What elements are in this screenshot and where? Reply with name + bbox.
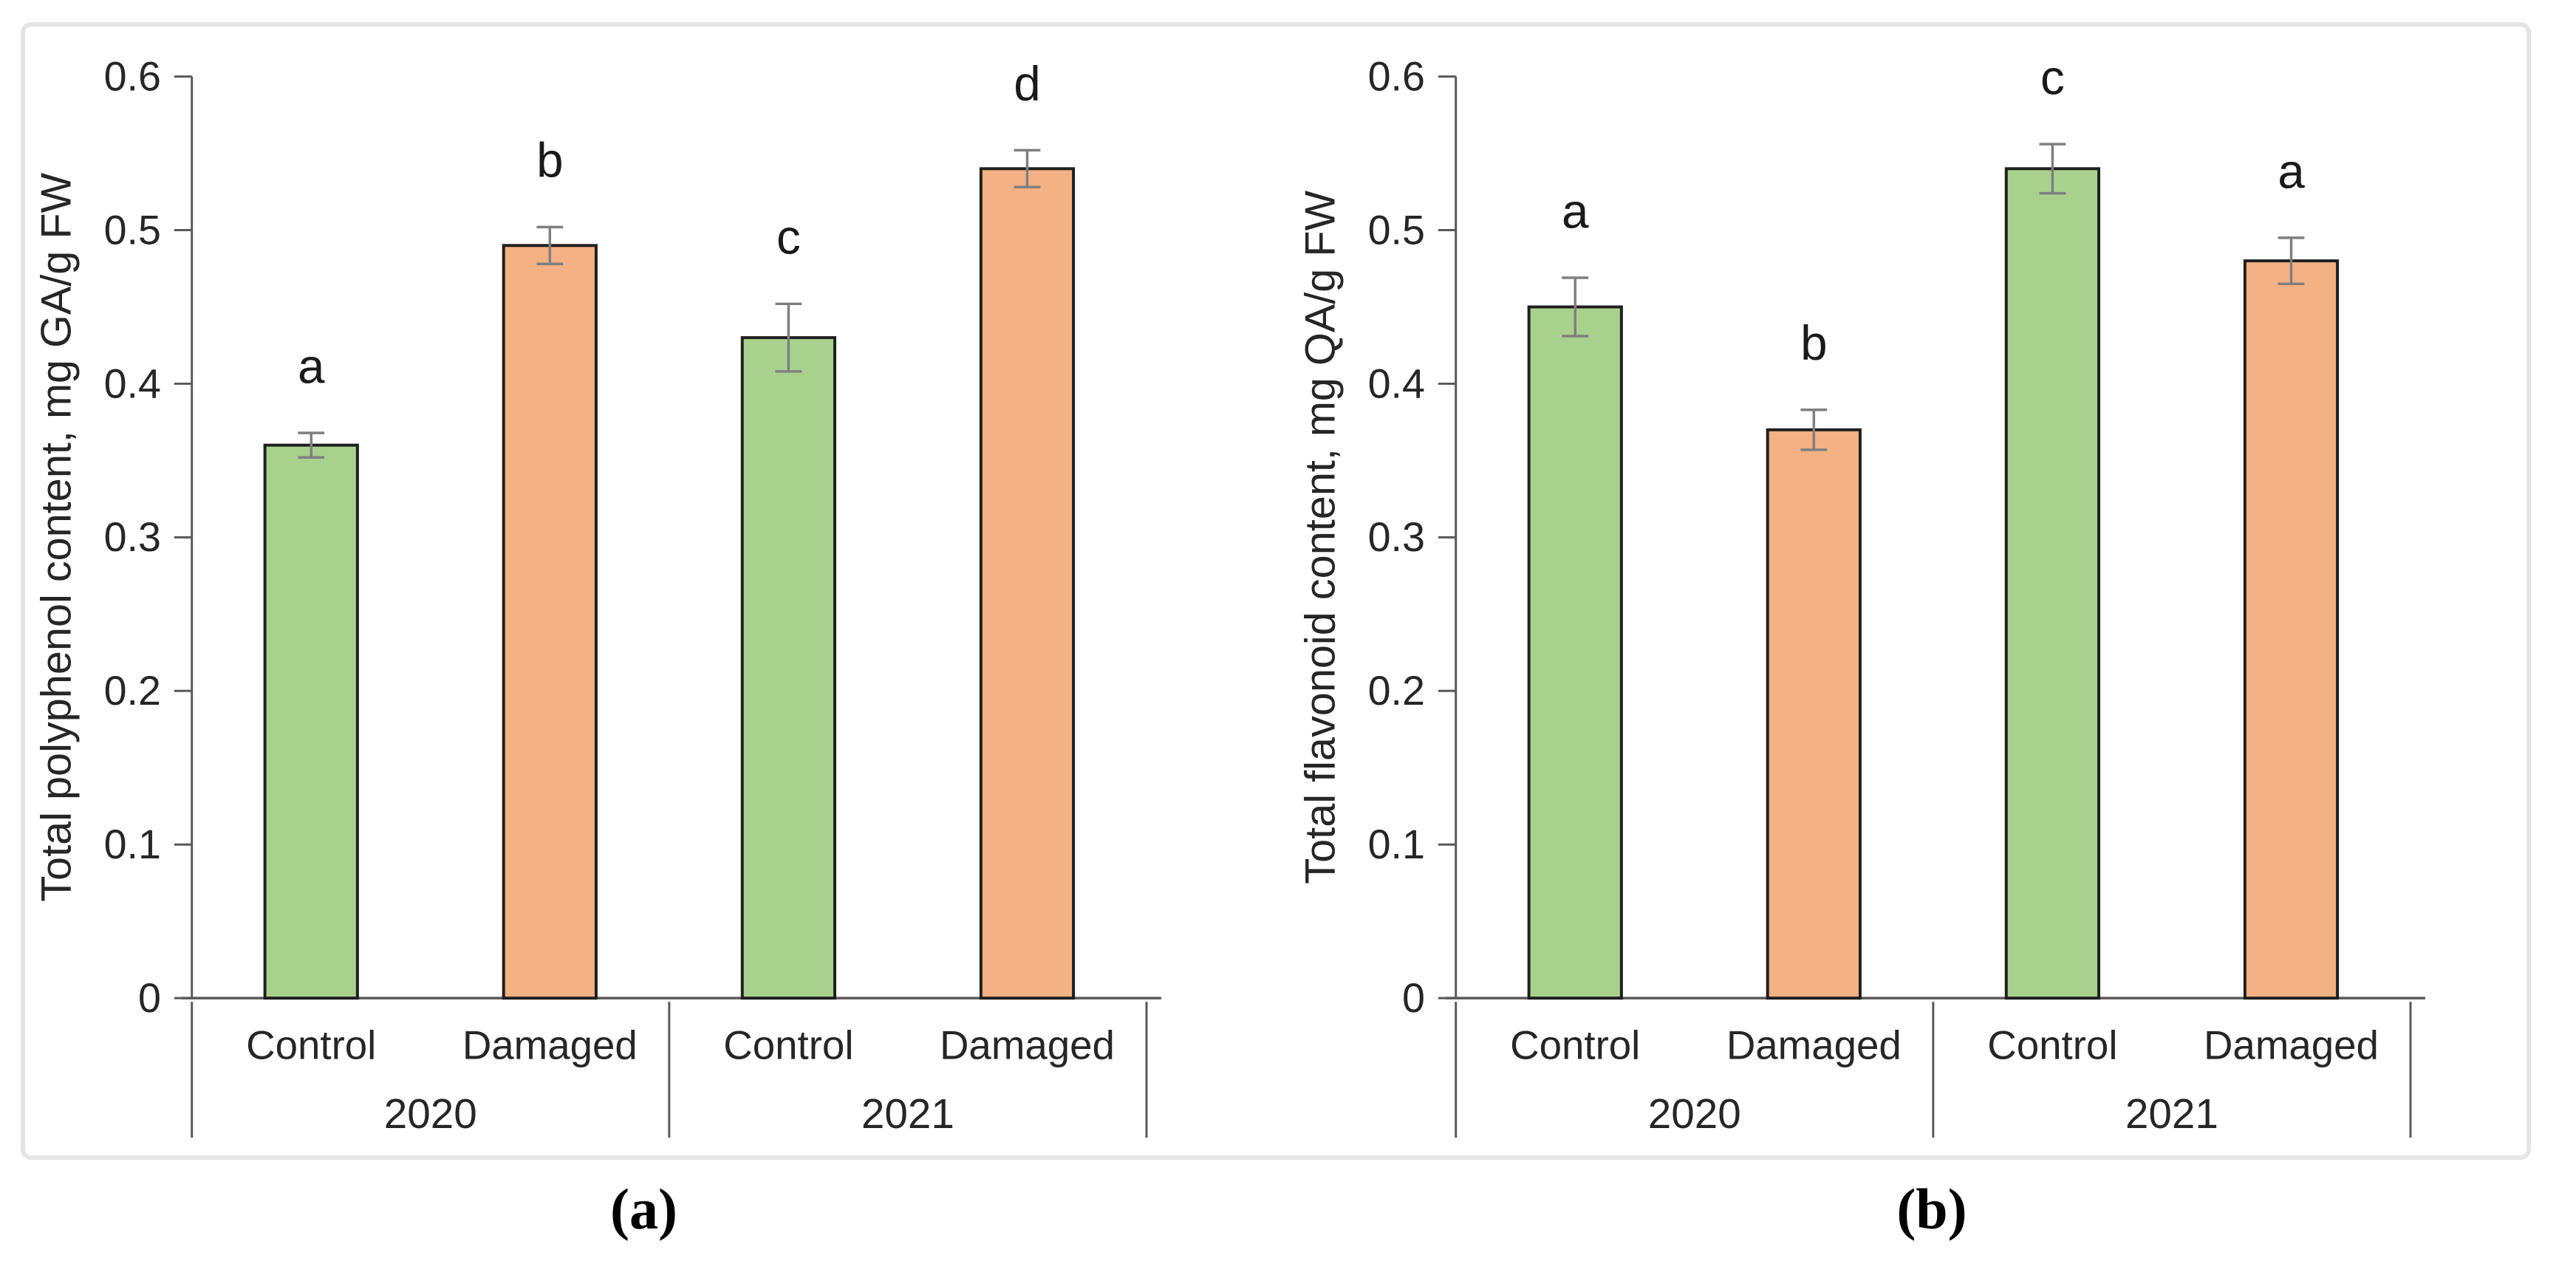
bar-2021-damaged	[2243, 259, 2340, 1000]
significance-letter: a	[298, 339, 325, 393]
category-label: Damaged	[2204, 1023, 2379, 1068]
category-label: Control	[1510, 1023, 1640, 1068]
significance-letter: a	[1562, 184, 1589, 238]
bar-2020-damaged	[502, 244, 598, 1000]
panel-label-b: (b)	[1896, 1177, 1967, 1241]
significance-letter: b	[1800, 316, 1827, 370]
y-tick-label: 0.1	[104, 821, 161, 867]
y-tick-label: 0	[1402, 975, 1425, 1021]
y-tick-label: 0.4	[104, 360, 161, 406]
y-tick-label: 0	[138, 975, 161, 1021]
bar-2021-control	[2004, 167, 2101, 1000]
significance-letter: c	[2040, 50, 2065, 104]
y-tick-label: 0.6	[104, 53, 161, 99]
group-label: 2020	[1648, 1091, 1741, 1138]
significance-letter: d	[1014, 57, 1040, 111]
chart-flavonoid: Total flavonoid content, mg QA/g FW 0.6 0.…	[1297, 50, 2425, 1138]
panel-label-a: (a)	[610, 1177, 677, 1241]
y-tick-label: 0.3	[104, 514, 161, 560]
group-label: 2020	[384, 1091, 477, 1138]
group-label: 2021	[2125, 1091, 2218, 1138]
significance-letter: b	[536, 134, 563, 188]
category-label: Control	[723, 1023, 853, 1068]
y-tick-label: 0.5	[104, 207, 161, 253]
bar-2020-control	[1527, 305, 1623, 1000]
category-label: Control	[246, 1023, 376, 1068]
bar-2021-control	[740, 336, 837, 1000]
category-label: Damaged	[940, 1023, 1115, 1068]
significance-letter: a	[2278, 144, 2305, 198]
y-tick-label: 0.1	[1368, 821, 1425, 867]
y-tick-label: 0.2	[1368, 668, 1425, 714]
y-tick-label: 0.5	[1368, 207, 1425, 253]
y-axis-title: Total flavonoid content, mg QA/g FW	[1297, 190, 1345, 884]
y-tick-label: 0.4	[1368, 360, 1425, 406]
significance-letter: c	[776, 211, 801, 264]
y-tick-label: 0.3	[1368, 514, 1425, 560]
y-tick-label: 0.6	[1368, 53, 1425, 99]
bar-2020-control	[263, 443, 359, 1000]
category-label: Damaged	[462, 1023, 638, 1068]
y-tick-label: 0.2	[104, 668, 161, 714]
figure-border	[21, 22, 2531, 1160]
chart-polyphenol: Total polyphenol content, mg GA/g FW 0.6 0…	[33, 53, 1161, 1138]
group-label: 2021	[861, 1091, 954, 1138]
y-axis-title: Total polyphenol content, mg GA/g FW	[33, 172, 81, 901]
bar-2020-damaged	[1766, 428, 1862, 1000]
bar-2021-damaged	[979, 167, 1076, 1000]
category-label: Damaged	[1726, 1023, 1902, 1068]
category-label: Control	[1987, 1023, 2117, 1068]
